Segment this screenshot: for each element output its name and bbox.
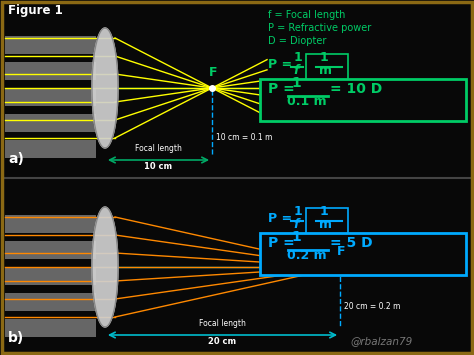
Text: F: F — [209, 66, 218, 79]
Text: Focal length: Focal length — [135, 144, 182, 153]
Bar — [5, 241, 96, 259]
Polygon shape — [92, 207, 118, 327]
Text: 1: 1 — [294, 51, 303, 64]
Bar — [5, 88, 96, 106]
Text: 20 cm = 0.2 m: 20 cm = 0.2 m — [344, 302, 401, 311]
Text: m: m — [319, 218, 332, 231]
Text: @rbalzan79: @rbalzan79 — [350, 336, 412, 346]
Text: P =: P = — [268, 82, 295, 96]
Bar — [5, 215, 96, 233]
Text: P =: P = — [268, 58, 292, 71]
Text: 1: 1 — [320, 51, 329, 64]
Text: 20 cm: 20 cm — [209, 337, 237, 346]
Text: 0.2 m: 0.2 m — [287, 249, 327, 262]
FancyBboxPatch shape — [260, 233, 466, 275]
Text: P = Refractive power: P = Refractive power — [268, 23, 371, 33]
Bar — [5, 267, 96, 285]
FancyBboxPatch shape — [306, 54, 348, 82]
Bar — [5, 293, 96, 311]
Text: 10 cm: 10 cm — [145, 162, 173, 171]
Bar — [5, 62, 96, 80]
Text: 0.1 m: 0.1 m — [287, 95, 327, 108]
Text: 10 cm = 0.1 m: 10 cm = 0.1 m — [216, 133, 273, 142]
Text: 1: 1 — [320, 205, 329, 218]
Text: 1: 1 — [294, 205, 303, 218]
Text: P =: P = — [268, 212, 292, 225]
Bar — [5, 319, 96, 337]
Text: f: f — [293, 218, 299, 231]
Text: f = Focal length: f = Focal length — [268, 10, 346, 20]
Polygon shape — [92, 28, 118, 148]
Text: = 10 D: = 10 D — [330, 82, 382, 96]
FancyBboxPatch shape — [260, 79, 466, 121]
Text: 1: 1 — [291, 76, 301, 90]
Text: b): b) — [8, 331, 24, 345]
Text: a): a) — [8, 152, 24, 166]
Text: D = Diopter: D = Diopter — [268, 36, 327, 46]
Text: 1: 1 — [291, 230, 301, 244]
FancyBboxPatch shape — [306, 208, 348, 236]
Bar — [5, 140, 96, 158]
Bar — [5, 36, 96, 54]
Text: = 5 D: = 5 D — [330, 236, 373, 250]
Text: F: F — [337, 245, 346, 258]
Text: Figure 1: Figure 1 — [8, 4, 63, 17]
Text: Focal length: Focal length — [199, 319, 246, 328]
Text: m: m — [319, 64, 332, 77]
Text: P =: P = — [268, 236, 295, 250]
Bar — [5, 114, 96, 132]
Text: f: f — [293, 64, 299, 77]
